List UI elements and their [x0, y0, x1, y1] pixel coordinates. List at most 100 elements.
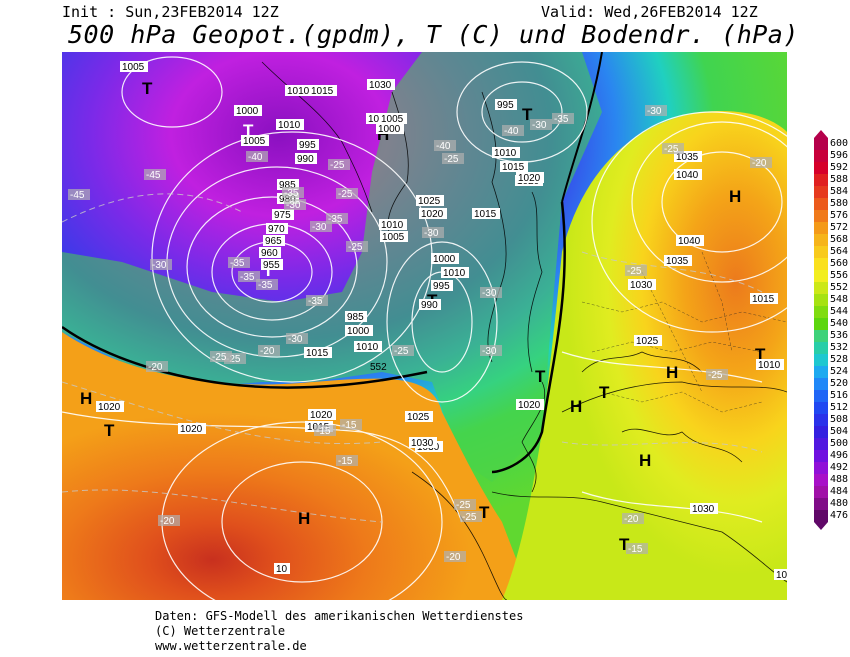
low-balkans: T	[599, 383, 610, 402]
legend-value: 520	[830, 378, 849, 389]
legend-color-cell	[814, 366, 828, 378]
legend-value: 476	[830, 510, 849, 521]
svg-text:-20: -20	[148, 362, 163, 373]
isobar-label: 1020	[419, 208, 447, 220]
svg-text:1030: 1030	[630, 280, 653, 291]
temperature-label: -40	[434, 140, 456, 152]
isobar-label: 1010	[285, 85, 313, 97]
isobar-label: 1040	[676, 235, 704, 247]
svg-text:-30: -30	[647, 106, 662, 117]
svg-text:-45: -45	[146, 170, 161, 181]
legend-color-cell	[814, 294, 828, 306]
svg-text:1035: 1035	[666, 256, 689, 267]
temperature-label: -35	[282, 187, 304, 199]
temperature-label: -15	[336, 455, 358, 467]
legend-value: 512	[830, 402, 849, 413]
svg-text:1010: 1010	[443, 268, 466, 279]
svg-text:-30: -30	[532, 120, 547, 131]
svg-text:1035: 1035	[676, 152, 699, 163]
svg-text:-20: -20	[446, 552, 461, 563]
legend-arrow-bottom	[814, 522, 828, 530]
legend-color-cell	[814, 342, 828, 354]
footer-data-source: Daten: GFS-Modell des amerikanischen Wet…	[155, 609, 524, 623]
isobar-label: 1025	[405, 411, 433, 423]
low-middle-east: T	[619, 535, 630, 554]
low-west-atlantic-south: T	[104, 421, 115, 440]
pressure-systems: T T H T T T H T H H T H T H H T T T	[80, 79, 766, 554]
svg-text:975: 975	[274, 210, 291, 221]
temperature-label: -35	[228, 257, 250, 269]
isobar-label: 1010	[379, 219, 407, 231]
isobar-label: 960	[259, 247, 281, 259]
svg-text:1000: 1000	[378, 124, 401, 135]
svg-text:1000: 1000	[347, 326, 370, 337]
svg-text:970: 970	[268, 224, 285, 235]
isobar-label: 1000	[376, 123, 404, 135]
legend-color-cell	[814, 330, 828, 342]
legend-color-cell	[814, 438, 828, 450]
svg-text:1015: 1015	[306, 348, 329, 359]
isobar-label: 985	[277, 179, 299, 191]
temperature-label: -25	[392, 345, 414, 357]
temperature-label: -30	[310, 221, 332, 233]
legend-value: 564	[830, 246, 849, 257]
svg-text:-30: -30	[288, 334, 303, 345]
isobar-label: 1035	[664, 255, 692, 267]
svg-text:-30: -30	[482, 288, 497, 299]
temperature-label: -35	[306, 295, 328, 307]
isobar-label: 965	[263, 235, 285, 247]
temperature-label: -15	[314, 425, 336, 437]
isobar-label: 1015	[472, 208, 500, 220]
svg-text:1030: 1030	[369, 80, 392, 91]
temperature-label: -25	[442, 153, 464, 165]
isobar-label: 1020	[308, 409, 336, 421]
low-greenland-west: T	[142, 79, 153, 98]
isobar-label: 955	[261, 259, 283, 271]
isobar-label: 1010	[276, 119, 304, 131]
svg-text:1005: 1005	[382, 232, 405, 243]
temperature-label: -40	[246, 151, 268, 163]
legend-color-cell	[814, 246, 828, 258]
temperature-label: -35	[238, 271, 260, 283]
isobar-label: 975	[272, 209, 294, 221]
isobar-label: 1005	[774, 569, 787, 581]
legend-value: 600	[830, 138, 849, 149]
svg-text:1030: 1030	[692, 504, 715, 515]
temperature-label: -35	[552, 113, 574, 125]
svg-text:1000: 1000	[236, 106, 259, 117]
svg-text:-35: -35	[328, 214, 343, 225]
legend-value: 548	[830, 294, 849, 305]
svg-text:1040: 1040	[676, 170, 699, 181]
temperature-label: -25	[224, 353, 246, 365]
isobar-label: 1030	[690, 503, 718, 515]
legend-color-cell	[814, 414, 828, 426]
legend-value: 592	[830, 162, 849, 173]
svg-text:-25: -25	[226, 354, 241, 365]
svg-text:995: 995	[497, 100, 514, 111]
svg-text:-45: -45	[70, 190, 85, 201]
svg-text:1030: 1030	[411, 438, 434, 449]
svg-text:-15: -15	[316, 426, 331, 437]
legend-color-cell	[814, 198, 828, 210]
legend-color-cell	[814, 234, 828, 246]
svg-text:1015: 1015	[311, 86, 334, 97]
isobar-label: 10	[274, 563, 290, 575]
legend-color-cell	[814, 474, 828, 486]
legend-color-cell	[814, 378, 828, 390]
isobar-label: 990	[419, 299, 441, 311]
temperature-label: -15	[626, 543, 648, 555]
temperature-label: -35	[326, 213, 348, 225]
low-east-europe: T	[755, 345, 766, 364]
svg-text:-30: -30	[312, 222, 327, 233]
svg-text:1020: 1020	[518, 173, 541, 184]
isobar-label: 1000	[234, 105, 262, 117]
isobar-label: 1010	[354, 341, 382, 353]
low-biscay: T	[535, 367, 546, 386]
temperature-label: -30	[284, 199, 306, 211]
temperature-label: -25	[328, 159, 350, 171]
svg-text:-15: -15	[342, 420, 357, 431]
temperature-label: -20	[158, 515, 180, 527]
svg-text:1020: 1020	[518, 400, 541, 411]
svg-text:10: 10	[276, 564, 288, 575]
isobar-label: 1010	[441, 267, 469, 279]
